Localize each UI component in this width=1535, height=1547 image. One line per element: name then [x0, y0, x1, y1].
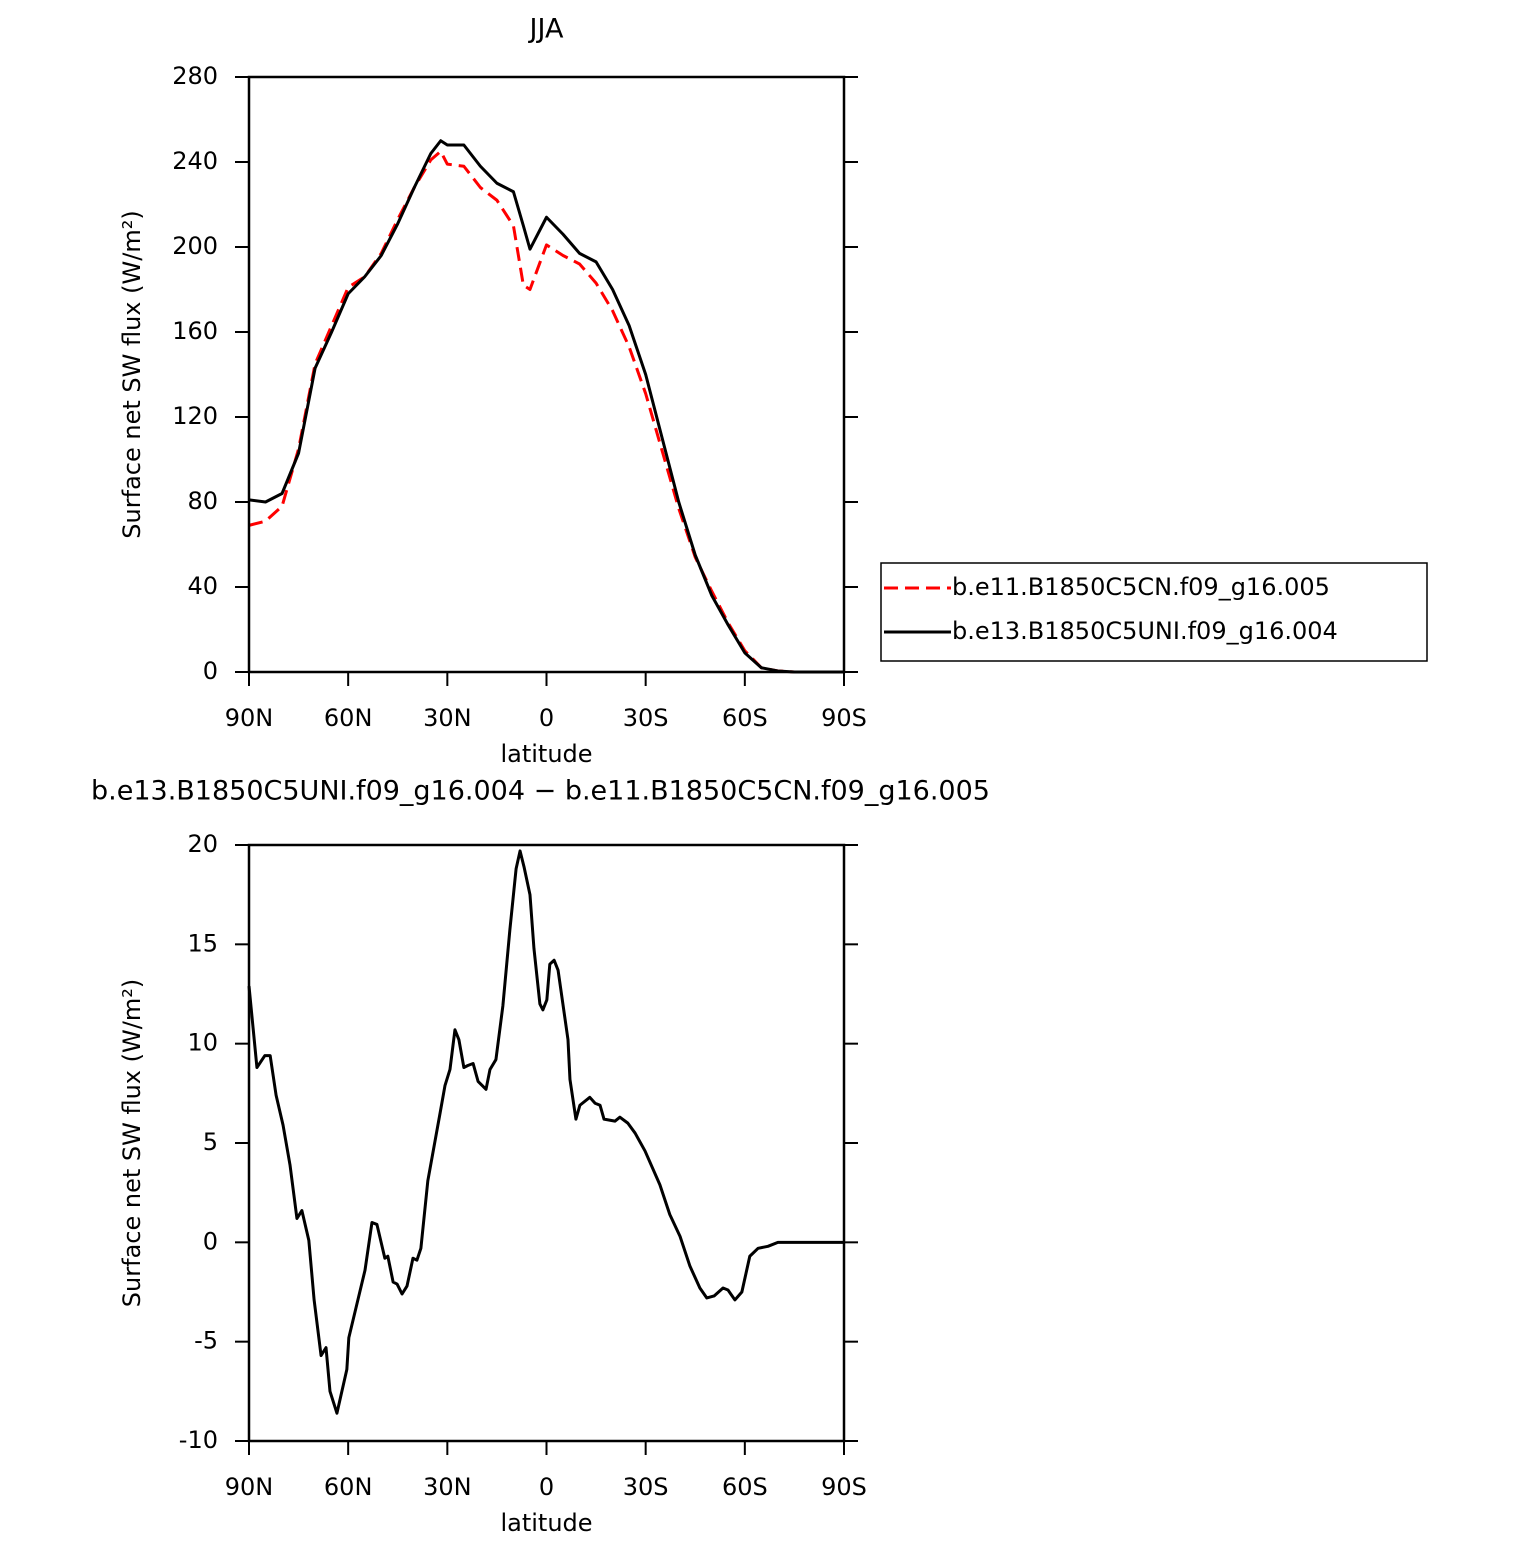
y-tick-label: -10: [179, 1426, 218, 1454]
x-axis-label: latitude: [500, 1509, 592, 1537]
y-tick-label: 20: [187, 830, 218, 858]
y-tick-label: 80: [187, 487, 218, 515]
y-tick-label: 160: [172, 317, 218, 345]
y-tick-label: -5: [194, 1327, 218, 1355]
y-tick-label: 40: [187, 572, 218, 600]
y-axis-label: Surface net SW flux (W/m²): [118, 979, 146, 1307]
x-tick-label: 90N: [225, 704, 274, 732]
y-tick-label: 0: [203, 1227, 218, 1255]
x-tick-label: 0: [539, 1473, 554, 1501]
data-line: [248, 149, 844, 674]
plot-frame: [247, 843, 846, 1443]
y-tick-label: 15: [187, 929, 218, 957]
legend-box: [880, 562, 1428, 662]
y-tick-label: 200: [172, 232, 218, 260]
y-tick-label: 10: [187, 1029, 218, 1057]
x-tick-label: 30N: [423, 704, 472, 732]
y-tick-label: 280: [172, 62, 218, 90]
x-axis-label: latitude: [500, 740, 592, 768]
data-line: [247, 849, 844, 1415]
chart-title: b.e13.B1850C5UNI.f09_g16.004 − b.e11.B18…: [91, 776, 990, 807]
x-tick-label: 60N: [324, 704, 373, 732]
x-tick-label: 90N: [225, 1473, 274, 1501]
legend-label: b.e11.B1850C5CN.f09_g16.005: [952, 573, 1330, 601]
x-tick-label: 90S: [821, 704, 867, 732]
x-tick-label: 60S: [722, 704, 768, 732]
x-tick-label: 0: [539, 704, 554, 732]
y-tick-label: 0: [203, 657, 218, 685]
x-tick-label: 30N: [423, 1473, 472, 1501]
y-tick-label: 240: [172, 147, 218, 175]
y-tick-label: 120: [172, 402, 218, 430]
x-tick-label: 30S: [623, 1473, 669, 1501]
data-line: [248, 139, 844, 674]
plot-frame: [247, 75, 846, 674]
x-tick-label: 60S: [722, 1473, 768, 1501]
chart-title: JJA: [528, 14, 564, 45]
x-tick-label: 30S: [623, 704, 669, 732]
legend-label: b.e13.B1850C5UNI.f09_g16.004: [952, 617, 1338, 645]
x-tick-label: 90S: [821, 1473, 867, 1501]
y-tick-label: 5: [203, 1128, 218, 1156]
x-tick-label: 60N: [324, 1473, 373, 1501]
y-axis-label: Surface net SW flux (W/m²): [118, 210, 146, 538]
